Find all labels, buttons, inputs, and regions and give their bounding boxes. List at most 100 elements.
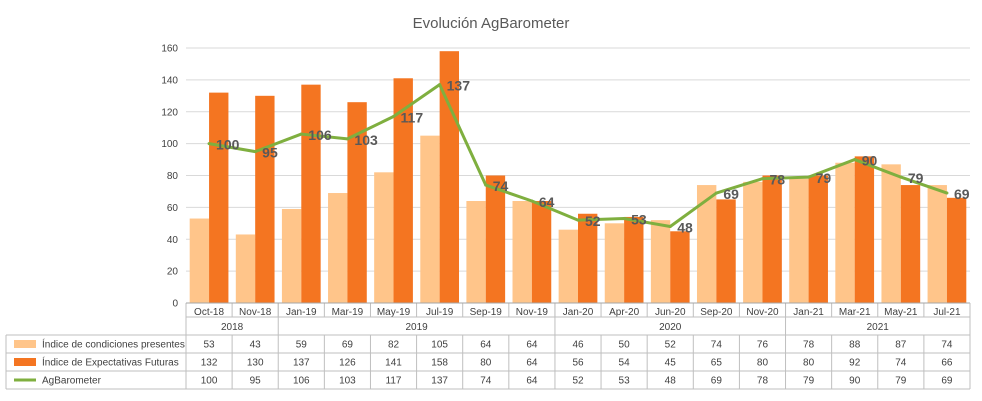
table-cell: 132 xyxy=(201,358,218,369)
table-cell: 69 xyxy=(941,376,953,387)
line-series: 100 95 106 103 117 137 74 64 52 53 48 69 78 79 90 79 69 xyxy=(207,78,970,236)
legend-label: Índice de Expectativas Futuras xyxy=(42,356,179,369)
table-cell: 78 xyxy=(803,340,815,351)
table-cell: 92 xyxy=(849,358,861,369)
chart-title: Evolución AgBarometer xyxy=(413,15,570,32)
table-cell: 80 xyxy=(480,358,492,369)
table-cell: 64 xyxy=(526,376,538,387)
table-cell: 45 xyxy=(665,358,677,369)
x-tick-label: May-21 xyxy=(884,307,918,318)
table-cell: 74 xyxy=(711,340,723,351)
agbarometer-point xyxy=(899,175,903,179)
year-label: 2019 xyxy=(405,322,428,333)
bar-expectativas xyxy=(946,197,967,303)
y-tick-label: 60 xyxy=(167,203,179,214)
bar-condiciones xyxy=(604,223,625,303)
agbarometer-point xyxy=(853,158,857,162)
bar-condiciones xyxy=(281,208,302,303)
agbarometer-data-label: 100 xyxy=(216,137,240,153)
agbarometer-data-label: 103 xyxy=(354,132,378,148)
agbarometer-data-label: 69 xyxy=(723,186,739,202)
x-tick-label: Oct-18 xyxy=(194,307,224,318)
bar-condiciones xyxy=(374,172,394,303)
table-cell: 53 xyxy=(619,376,631,387)
table-cell: 64 xyxy=(526,340,538,351)
bar-expectativas xyxy=(531,201,552,303)
table-cell: 158 xyxy=(431,358,448,369)
bar-expectativas xyxy=(485,175,506,303)
y-tick-label: 20 xyxy=(167,267,179,278)
agbarometer-data-label: 117 xyxy=(401,110,424,126)
bar-condiciones xyxy=(235,234,256,303)
agbarometer-point xyxy=(345,137,349,141)
agbarometer-point xyxy=(392,115,396,119)
table-cell: 66 xyxy=(941,358,953,369)
agbarometer-point xyxy=(438,83,442,87)
bar-condiciones xyxy=(189,218,210,303)
table-cell: 46 xyxy=(572,340,584,351)
data-table: Oct-18 Nov-18 Jan-19 Mar-19 May-19 Jul-19 Sep-… xyxy=(5,302,971,390)
legend-label: AgBarometer xyxy=(42,376,102,387)
x-tick-label: Jan-21 xyxy=(793,307,824,318)
table-cell: 103 xyxy=(339,376,356,387)
table-cell: 79 xyxy=(895,376,907,387)
y-tick-label: 0 xyxy=(172,299,178,310)
table-cell: 69 xyxy=(711,376,723,387)
table-cell: 54 xyxy=(619,358,631,369)
agbarometer-point xyxy=(668,225,672,228)
agbarometer-point xyxy=(760,177,764,181)
bar-condiciones xyxy=(420,135,440,303)
bar-condiciones xyxy=(696,185,717,303)
agbarometer-data-label: 137 xyxy=(447,78,471,94)
x-tick-label: Jun-20 xyxy=(655,307,686,318)
table-cell: 50 xyxy=(619,340,631,351)
x-tick-label: Nov-18 xyxy=(239,307,272,318)
x-tick-label: Jul-21 xyxy=(933,307,961,318)
agbarometer-point xyxy=(576,218,580,222)
table-cell: 88 xyxy=(849,340,861,351)
bar-condiciones xyxy=(927,185,947,303)
agbarometer-data-label: 74 xyxy=(493,178,509,194)
bar-expectativas xyxy=(670,231,690,303)
bar-expectativas xyxy=(900,185,921,303)
agbarometer-data-label: 64 xyxy=(539,194,555,210)
table-cell: 106 xyxy=(293,376,310,387)
x-tick-label: Sep-20 xyxy=(700,307,733,318)
table-cell: 95 xyxy=(250,376,262,387)
y-tick-label: 160 xyxy=(161,44,178,55)
table-cell: 130 xyxy=(247,358,264,369)
legend-swatch xyxy=(14,340,36,348)
bar-condiciones xyxy=(512,201,532,303)
table-cell: 87 xyxy=(895,340,907,351)
table-cell: 80 xyxy=(803,358,815,369)
x-tick-label: Mar-19 xyxy=(332,307,364,318)
year-label: 2020 xyxy=(659,322,682,333)
table-cell: 56 xyxy=(572,358,584,369)
year-label: 2018 xyxy=(221,322,244,333)
x-tick-label: Jan-20 xyxy=(563,307,594,318)
agbarometer-data-label: 79 xyxy=(816,170,832,186)
bar-series xyxy=(189,51,967,303)
bar-expectativas xyxy=(301,84,321,303)
table-cell: 52 xyxy=(572,376,584,387)
x-tick-label: Nov-19 xyxy=(516,307,549,318)
table-cell: 100 xyxy=(201,376,218,387)
table-cell: 59 xyxy=(296,340,308,351)
bar-expectativas xyxy=(347,102,367,303)
x-tick-label: Apr-20 xyxy=(609,307,639,318)
agbarometer-data-label: 90 xyxy=(862,153,878,169)
y-tick-label: 80 xyxy=(167,171,179,182)
table-cell: 52 xyxy=(665,340,677,351)
agbarometer-data-label: 48 xyxy=(677,220,693,236)
agbarometer-data-label: 78 xyxy=(769,172,785,188)
x-tick-label: Sep-19 xyxy=(470,307,503,318)
bar-expectativas xyxy=(762,175,782,303)
table-cell: 74 xyxy=(895,358,907,369)
table-cell: 48 xyxy=(665,376,677,387)
bar-expectativas xyxy=(393,78,413,303)
bar-condiciones xyxy=(650,220,671,303)
bar-condiciones xyxy=(743,181,763,303)
agbarometer-point xyxy=(714,191,718,195)
x-tick-label: May-19 xyxy=(377,307,411,318)
